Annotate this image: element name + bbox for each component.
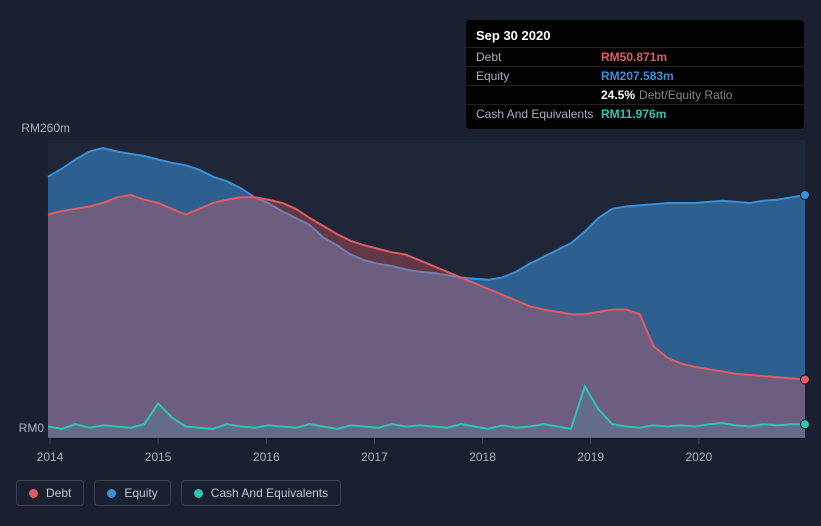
tooltip-row-value: RM207.583m (601, 69, 674, 83)
x-axis-label: 2018 (469, 450, 496, 464)
x-axis-label: 2017 (361, 450, 388, 464)
chart-legend: Debt Equity Cash And Equivalents (16, 480, 341, 506)
chart-tooltip: Sep 30 2020 DebtRM50.871mEquityRM207.583… (466, 20, 804, 129)
tooltip-row: 24.5%Debt/Equity Ratio (466, 85, 804, 104)
tooltip-row-value: RM11.976m (601, 107, 666, 121)
tooltip-row-label: Debt (476, 50, 601, 64)
tooltip-row: EquityRM207.583m (466, 66, 804, 85)
equity-end-marker (801, 191, 810, 200)
x-axis-label: 2020 (685, 450, 712, 464)
x-axis-label: 2014 (37, 450, 64, 464)
tooltip-row-label: Cash And Equivalents (476, 107, 601, 121)
tooltip-row-label (476, 88, 601, 102)
debt-end-marker (801, 375, 810, 384)
legend-item-label: Cash And Equivalents (211, 486, 328, 500)
legend-item-label: Equity (124, 486, 157, 500)
legend-item[interactable]: Debt (16, 480, 84, 506)
tooltip-row: Cash And EquivalentsRM11.976m (466, 104, 804, 123)
legend-dot-icon (107, 489, 116, 498)
tooltip-row-sublabel: Debt/Equity Ratio (639, 88, 732, 102)
legend-item-label: Debt (46, 486, 71, 500)
tooltip-row: DebtRM50.871m (466, 47, 804, 66)
tooltip-row-value: RM50.871m (601, 50, 667, 64)
tooltip-row-label: Equity (476, 69, 601, 83)
x-axis-label: 2019 (577, 450, 604, 464)
cash-end-marker (801, 420, 810, 429)
legend-dot-icon (194, 489, 203, 498)
legend-item[interactable]: Equity (94, 480, 170, 506)
tooltip-date: Sep 30 2020 (466, 26, 804, 47)
legend-dot-icon (29, 489, 38, 498)
x-axis-label: 2016 (253, 450, 280, 464)
x-axis-label: 2015 (145, 450, 172, 464)
tooltip-row-value: 24.5%Debt/Equity Ratio (601, 88, 732, 102)
legend-item[interactable]: Cash And Equivalents (181, 480, 341, 506)
